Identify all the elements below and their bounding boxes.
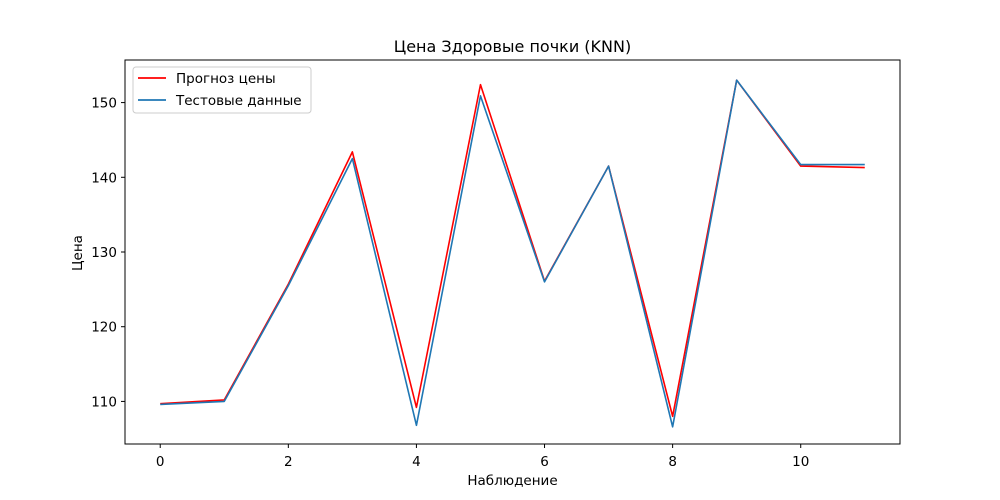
x-axis-label: Наблюдение [467, 473, 557, 489]
y-tick-label: 150 [91, 96, 117, 112]
x-tick-label: 8 [668, 454, 677, 470]
y-tick-label: 120 [91, 320, 117, 336]
series-lines [160, 79, 865, 428]
y-tick-label: 110 [91, 394, 117, 410]
legend-box [132, 66, 312, 114]
x-tick-label: 2 [284, 454, 293, 470]
plot-area-frame [124, 59, 901, 445]
legend-label: Прогноз цены [176, 71, 276, 87]
chart-title: Цена Здоровые почки (KNN) [394, 37, 631, 56]
series-line [160, 79, 865, 428]
axis-ticks: 0 2 4 6 8 10 110 120 130 140 150 [91, 96, 809, 470]
y-axis-label: Цена [70, 235, 86, 271]
legend-label: Тестовые данные [175, 93, 302, 109]
x-tick-label: 4 [412, 454, 421, 470]
y-tick-label: 130 [91, 245, 117, 261]
x-tick-label: 10 [792, 454, 809, 470]
x-tick-label: 0 [156, 454, 165, 470]
x-tick-label: 6 [540, 454, 549, 470]
y-tick-label: 140 [91, 170, 117, 186]
legend: Прогноз цены Тестовые данные [132, 66, 312, 114]
